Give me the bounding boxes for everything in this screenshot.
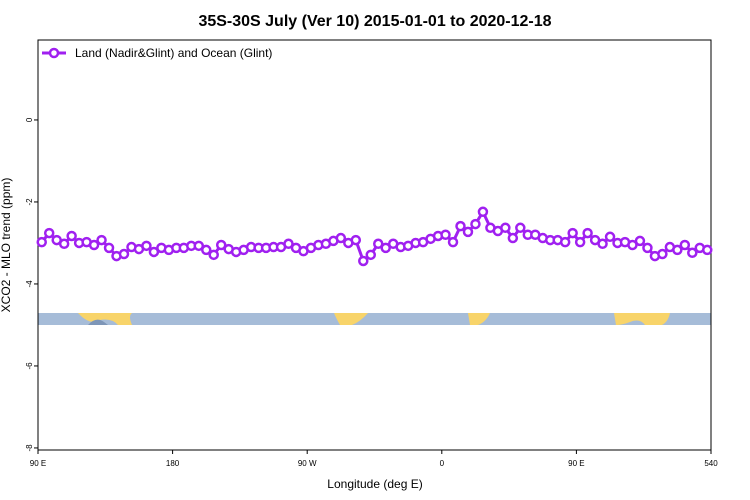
- data-point: [582, 227, 593, 239]
- legend-label: Land (Nadir&Glint) and Ocean (Glint): [75, 46, 272, 60]
- data-point: [118, 248, 130, 260]
- x-axis-label: Longitude (deg E): [327, 477, 422, 491]
- data-point: [193, 240, 205, 252]
- chart-title: 35S-30S July (Ver 10) 2015-01-01 to 2020…: [198, 13, 551, 30]
- data-point: [500, 222, 511, 234]
- data-point: [477, 206, 489, 218]
- data-point: [642, 242, 653, 254]
- data-point: [470, 218, 481, 230]
- data-point: [559, 236, 571, 248]
- y-axis-label: XCO2 - MLO trend (ppm): [0, 178, 13, 313]
- data-point: [372, 238, 384, 250]
- data-point: [604, 231, 616, 243]
- y-tick-label: -8: [25, 444, 34, 452]
- data-point: [702, 244, 713, 256]
- data-point: [350, 234, 362, 246]
- data-point: [201, 244, 212, 256]
- x-tick-label: 540: [704, 459, 718, 468]
- data-point: [627, 239, 638, 251]
- data-point: [148, 246, 160, 258]
- y-tick-label: -6: [25, 362, 34, 370]
- data-point: [215, 239, 227, 251]
- data-point: [657, 248, 668, 260]
- data-point: [679, 239, 691, 251]
- data-point: [672, 244, 683, 256]
- data-point: [43, 227, 55, 239]
- data-point: [455, 220, 466, 232]
- y-tick-label: -2: [25, 198, 34, 206]
- y-tick-label: -4: [25, 280, 34, 288]
- data-point: [88, 239, 100, 251]
- data-point: [597, 238, 608, 250]
- legend-marker: [48, 47, 60, 59]
- data-point: [447, 236, 459, 248]
- data-point: [507, 232, 519, 244]
- data-point: [440, 229, 451, 240]
- data-point: [58, 238, 70, 250]
- x-tick-label: 90 E: [30, 459, 46, 468]
- data-point: [96, 234, 107, 246]
- data-point: [462, 226, 474, 238]
- data-point: [283, 238, 294, 250]
- data-point: [208, 249, 219, 261]
- data-point: [141, 240, 152, 252]
- data-point: [574, 236, 586, 248]
- data-point: [634, 235, 646, 247]
- data-point: [358, 255, 369, 267]
- x-tick-label: 0: [440, 459, 445, 468]
- data-point: [66, 230, 77, 242]
- x-tick-label: 90 E: [568, 459, 584, 468]
- data-point: [567, 227, 578, 239]
- data-point: [365, 249, 377, 261]
- data-point: [687, 247, 698, 259]
- x-tick-label: 180: [166, 459, 180, 468]
- x-tick-label: 90 W: [298, 459, 317, 468]
- data-point: [515, 222, 526, 234]
- y-tick-label: 0: [25, 117, 34, 122]
- land-ocean-strip: [38, 313, 711, 325]
- data-point: [335, 232, 347, 244]
- data-point: [36, 236, 47, 248]
- data-point: [380, 242, 391, 254]
- data-point: [103, 242, 115, 254]
